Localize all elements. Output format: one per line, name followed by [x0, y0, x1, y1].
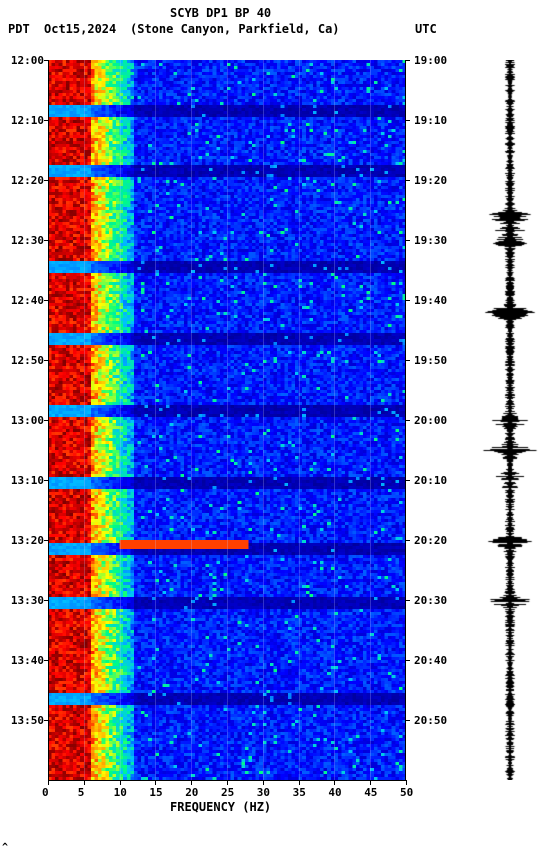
left-time-tick: 13:40	[11, 654, 44, 667]
right-timezone-label: UTC	[415, 22, 437, 36]
footer-mark: ^	[2, 842, 8, 853]
right-time-tick: 20:30	[414, 594, 447, 607]
left-time-tick: 12:00	[11, 54, 44, 67]
x-axis-line	[48, 780, 406, 781]
right-time-tick: 19:50	[414, 354, 447, 367]
date-label: Oct15,2024	[44, 22, 116, 36]
right-time-tick: 20:00	[414, 414, 447, 427]
freq-tick: 5	[78, 786, 85, 799]
left-time-tick: 13:20	[11, 534, 44, 547]
freq-tick: 40	[328, 786, 341, 799]
spectrogram-plot	[48, 60, 406, 780]
left-time-tick: 13:50	[11, 714, 44, 727]
freq-tick: 50	[400, 786, 413, 799]
freq-tick: 10	[114, 786, 127, 799]
x-axis-label: FREQUENCY (HZ)	[170, 800, 271, 814]
right-axis-line	[405, 60, 406, 780]
left-time-tick: 13:30	[11, 594, 44, 607]
left-time-tick: 12:20	[11, 174, 44, 187]
left-time-tick: 12:10	[11, 114, 44, 127]
left-time-tick: 13:00	[11, 414, 44, 427]
left-time-tick: 12:50	[11, 354, 44, 367]
left-timezone-label: PDT	[8, 22, 30, 36]
freq-tick: 25	[221, 786, 234, 799]
left-time-tick: 12:40	[11, 294, 44, 307]
freq-tick: 20	[185, 786, 198, 799]
right-time-tick: 19:10	[414, 114, 447, 127]
right-time-tick: 20:20	[414, 534, 447, 547]
chart-title: SCYB DP1 BP 40	[170, 6, 271, 20]
right-time-tick: 20:10	[414, 474, 447, 487]
freq-tick: 30	[257, 786, 270, 799]
right-time-tick: 19:00	[414, 54, 447, 67]
freq-tick: 35	[293, 786, 306, 799]
waveform-trace	[480, 60, 540, 780]
freq-tick: 0	[42, 786, 49, 799]
left-axis-line	[48, 60, 49, 780]
freq-tick: 15	[149, 786, 162, 799]
freq-tick: 45	[364, 786, 377, 799]
location-label: (Stone Canyon, Parkfield, Ca)	[130, 22, 340, 36]
right-time-tick: 19:40	[414, 294, 447, 307]
left-time-tick: 12:30	[11, 234, 44, 247]
left-time-tick: 13:10	[11, 474, 44, 487]
right-time-tick: 19:30	[414, 234, 447, 247]
right-time-tick: 19:20	[414, 174, 447, 187]
right-time-tick: 20:50	[414, 714, 447, 727]
right-time-tick: 20:40	[414, 654, 447, 667]
